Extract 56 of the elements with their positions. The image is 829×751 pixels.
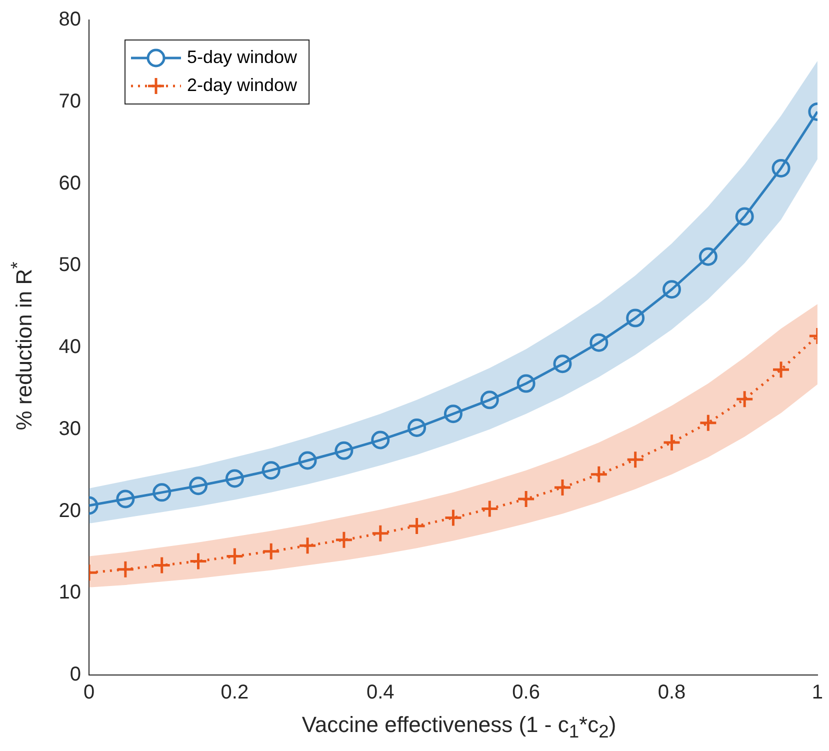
point: [662, 280, 681, 299]
x-axis-title: Vaccine effectiveness (1 - c$_{1}$*c$_{2}$): [300, 712, 618, 742]
y-tick-label: 30: [58, 418, 81, 440]
point: [116, 560, 135, 579]
point: [262, 461, 280, 480]
point: [516, 374, 536, 393]
point: [262, 542, 280, 561]
y-tick-label: 70: [58, 90, 81, 112]
point: [298, 451, 317, 470]
y-tick-label: 20: [58, 500, 81, 522]
point: [698, 247, 718, 266]
point: [662, 433, 681, 452]
x-tick-label: 0.8: [658, 682, 686, 704]
point: [371, 430, 390, 450]
point: [189, 476, 208, 496]
point: [444, 404, 462, 424]
point: [626, 308, 645, 328]
point: [408, 418, 426, 437]
legend-label: 2-day window: [187, 74, 298, 95]
point: [698, 414, 718, 432]
point: [371, 524, 390, 543]
point: [553, 478, 572, 497]
point: [116, 490, 135, 508]
point: [772, 158, 790, 178]
point: [590, 465, 608, 484]
legend-label: 5-day window: [187, 46, 298, 67]
y-tick-label: 0: [70, 664, 81, 686]
x-tick-label: 0.6: [512, 682, 540, 704]
point: [553, 354, 572, 374]
point: [334, 441, 354, 460]
point: [626, 450, 645, 469]
point: [735, 390, 754, 408]
x-tick-label: 0.4: [366, 682, 394, 704]
point: [516, 490, 536, 508]
point: [225, 547, 244, 566]
point: [298, 536, 317, 555]
y-tick-label: 10: [58, 582, 81, 604]
point: [408, 516, 426, 536]
point: [735, 207, 754, 226]
point: [444, 508, 462, 528]
point: [152, 556, 172, 575]
y-tick-label: 60: [58, 172, 81, 194]
point: [334, 530, 354, 550]
point: [225, 469, 244, 488]
point: [480, 390, 499, 410]
point: [480, 500, 499, 518]
point: [590, 333, 608, 352]
y-tick-label: 80: [58, 8, 81, 31]
y-tick-label: 40: [58, 336, 81, 358]
x-tick-label: 0.2: [220, 682, 249, 704]
x-tick-label: 0: [83, 682, 95, 704]
point: [772, 360, 790, 379]
point: [189, 552, 208, 570]
y-tick-label: 50: [58, 254, 81, 276]
point: [152, 483, 172, 502]
x-tick-label: 1: [812, 682, 823, 704]
